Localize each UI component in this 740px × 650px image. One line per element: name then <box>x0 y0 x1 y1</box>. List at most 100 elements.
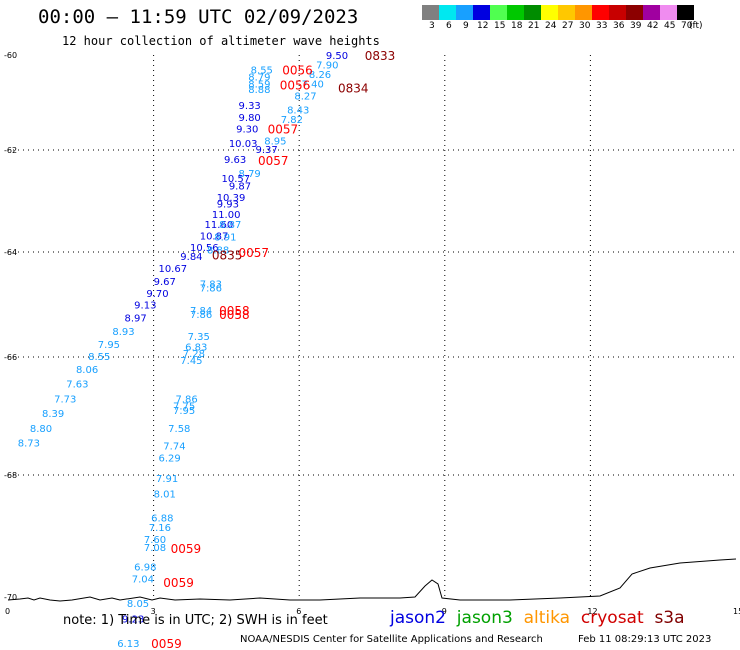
page-subtitle: 12 hour collection of altimeter wave hei… <box>62 34 380 48</box>
wave-height-value: 10.67 <box>158 264 187 275</box>
wave-height-value: 8.80 <box>30 424 52 435</box>
wave-height-value: 6.13 <box>117 639 139 650</box>
wave-height-value: 9.80 <box>239 113 261 124</box>
satellite-legend-s3a: s3a <box>654 608 685 628</box>
wave-height-value: 8.93 <box>112 327 134 338</box>
wave-height-value: 7.04 <box>132 575 154 586</box>
wave-height-value: 7.83 <box>200 280 222 291</box>
wave-height-value: 7.08 <box>144 543 166 554</box>
legend-label: 42 <box>647 21 659 31</box>
satellite-legend: jason2 jason3 altika cryosat s3a <box>390 608 685 628</box>
wave-height-value: 7.90 <box>316 61 338 72</box>
wave-height-value: 8.43 <box>287 106 309 117</box>
wave-height-value: 7.86 <box>190 310 212 321</box>
track-time-label: 0059 <box>151 637 182 650</box>
color-legend <box>422 5 694 20</box>
observation-labels: 9.507.908.267.408.27 8.437.82 8.959.37 8.55… <box>18 51 348 650</box>
wave-height-value: 7.58 <box>168 424 190 435</box>
track-time-label: 0059 <box>163 576 194 590</box>
wave-height-value: 7.40 <box>302 80 324 91</box>
wave-height-value: 9.13 <box>134 301 156 312</box>
legend-swatch <box>422 5 439 20</box>
y-tick-label: -60 <box>4 51 17 60</box>
legend-swatch <box>660 5 677 20</box>
legend-swatch <box>456 5 473 20</box>
wave-height-value: 8.73 <box>18 439 40 450</box>
x-tick-label: 9 <box>442 607 447 616</box>
wave-height-value: 7.95 <box>173 406 195 417</box>
y-tick-label: -70 <box>4 593 17 602</box>
legend-swatch <box>524 5 541 20</box>
wave-height-value: 9.70 <box>146 289 168 300</box>
legend-swatch <box>592 5 609 20</box>
track-time-label: 0056 <box>280 78 311 92</box>
y-tick-label: -62 <box>4 146 17 155</box>
wave-height-value: 7.63 <box>66 380 88 391</box>
wave-height-value: 8.97 <box>124 314 146 325</box>
track-time-label: 0058 <box>219 308 250 322</box>
wave-height-value: 8.55 <box>251 65 273 76</box>
track-time-label: 0835 <box>212 249 243 263</box>
legend-label: 9 <box>463 21 469 31</box>
wave-height-value: 11.60 <box>205 220 234 231</box>
wave-height-value: 7.86 <box>200 284 222 295</box>
wave-height-value: 8.05 <box>127 599 149 610</box>
y-tick-label: -66 <box>4 353 17 362</box>
x-tick-label: 12 <box>587 607 597 616</box>
legend-swatch <box>677 5 694 20</box>
wave-height-value: 7.28 <box>183 349 205 360</box>
wave-height-value: 8.55 <box>88 352 110 363</box>
legend-label: 39 <box>630 21 642 31</box>
legend-swatch <box>439 5 456 20</box>
legend-label: 24 <box>545 21 557 31</box>
wave-height-value: 7.45 <box>180 356 202 367</box>
wave-height-value: 9.37 <box>256 145 278 156</box>
wave-height-value: 7.75 <box>173 401 195 412</box>
x-tick-label: 15 <box>733 607 740 616</box>
wave-height-value: 8.01 <box>154 489 176 500</box>
satellite-legend-jason3: jason3 <box>456 608 524 628</box>
x-tick-label: 0 <box>5 607 10 616</box>
wave-height-value: 11.00 <box>212 210 241 221</box>
satellite-legend-altika: altika <box>523 608 581 628</box>
wave-height-value: 10.03 <box>229 139 258 150</box>
legend-label: 12 <box>477 21 489 31</box>
legend-label: 18 <box>511 21 523 31</box>
wave-height-value: 9.50 <box>326 51 348 62</box>
x-tick-label: 3 <box>151 607 156 616</box>
wave-height-value: 8.39 <box>42 409 64 420</box>
wave-height-value: 9.84 <box>180 252 202 263</box>
wave-height-value: 10.57 <box>222 174 251 185</box>
wave-height-value: 7.73 <box>54 394 76 405</box>
legend-label: 6 <box>446 21 452 31</box>
legend-swatch <box>473 5 490 20</box>
track-time-label: 0057 <box>258 154 289 168</box>
wave-height-value: 8.59 <box>248 80 270 91</box>
wave-height-value: 7.86 <box>175 394 197 405</box>
wave-height-value: 8.79 <box>248 72 270 83</box>
legend-unit: (ft) <box>689 21 703 31</box>
wave-height-value: 8.79 <box>239 169 261 180</box>
y-tick-label: -64 <box>4 248 17 257</box>
wave-height-value: 7.82 <box>281 115 303 126</box>
track-time-label: 0833 <box>365 49 396 63</box>
track-time-label: 0057 <box>268 123 299 137</box>
wave-height-value: 9.33 <box>239 101 261 112</box>
wave-height-value: 10.87 <box>200 232 229 243</box>
legend-label: 27 <box>562 21 574 31</box>
wave-height-value: 8.88 <box>207 245 229 256</box>
track-time-label: 0057 <box>239 246 270 260</box>
wave-height-value: 8.06 <box>76 365 98 376</box>
legend-label: 30 <box>579 21 591 31</box>
wave-height-value: 6.88 <box>151 514 173 525</box>
coastline-shape <box>7 558 737 602</box>
legend-label: 36 <box>613 21 625 31</box>
wave-height-value: 8.95 <box>264 137 286 148</box>
wave-height-value: 8.87 <box>219 220 241 231</box>
legend-label: 45 <box>664 21 676 31</box>
wave-height-value: 7.95 <box>98 340 120 351</box>
wave-height-value: 9.93 <box>217 200 239 211</box>
wave-height-value: 9.67 <box>154 277 176 288</box>
legend-swatch <box>575 5 592 20</box>
